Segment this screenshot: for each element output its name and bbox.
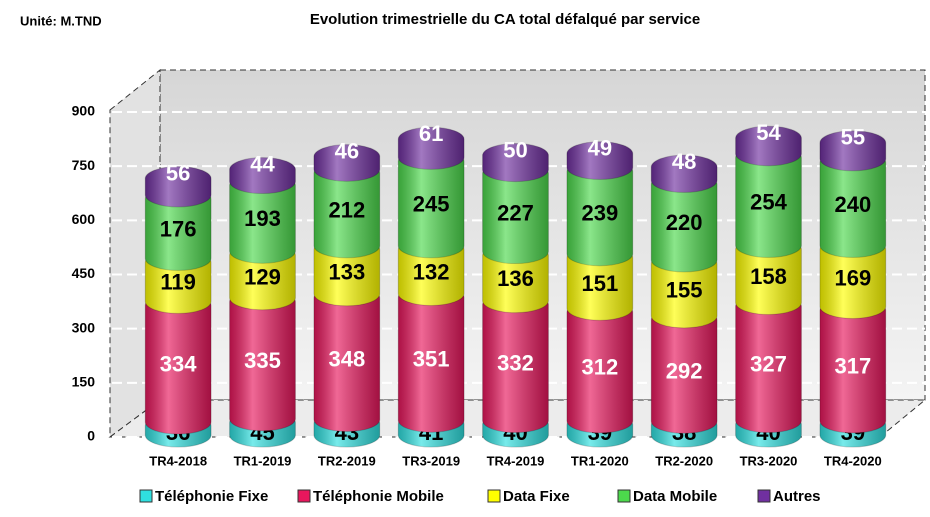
y-tick-label: 450 [72, 265, 96, 281]
bar-shine [735, 294, 802, 433]
data-label: 220 [666, 210, 703, 235]
x-tick-label: TR3-2019 [402, 453, 460, 468]
y-tick-label: 150 [72, 374, 96, 390]
bar-shine [566, 300, 633, 433]
data-label: 334 [160, 352, 197, 377]
legend-label: Téléphonie Mobile [313, 488, 444, 505]
x-tick-label: TR1-2020 [571, 453, 629, 468]
data-label: 327 [750, 351, 787, 376]
bar-shine [482, 292, 549, 433]
bar-shine [735, 237, 802, 315]
data-label: 46 [335, 138, 359, 163]
bar-shine [566, 141, 633, 180]
bar-shine [313, 285, 380, 432]
bar-shine [735, 145, 802, 258]
x-tick-label: TR1-2019 [234, 453, 292, 468]
y-tick-label: 750 [72, 157, 96, 173]
bar-shine [819, 130, 886, 171]
data-label: 133 [328, 260, 365, 285]
data-label: 312 [581, 354, 618, 379]
bar-shine [145, 186, 212, 271]
bar-shine [398, 285, 465, 433]
legend-label: Data Fixe [503, 488, 570, 505]
bar-shine [651, 307, 718, 434]
data-label: 55 [841, 125, 865, 150]
x-tick-label: TR4-2020 [824, 453, 882, 468]
data-label: 49 [588, 136, 612, 161]
legend-marker [139, 489, 153, 503]
data-label: 292 [666, 358, 703, 383]
x-tick-label: TR2-2019 [318, 453, 376, 468]
legend-marker [617, 489, 631, 503]
data-label: 335 [244, 348, 281, 373]
bar-shine [651, 155, 718, 193]
data-label: 48 [672, 149, 696, 174]
bar-shine [651, 251, 718, 328]
bar-shine [398, 127, 465, 170]
bar-shine [313, 161, 380, 258]
y-tick-label: 300 [72, 319, 96, 335]
chart-title: Evolution trimestrielle du CA total défa… [310, 11, 700, 28]
y-tick-label: 0 [87, 428, 95, 444]
data-label: 176 [160, 216, 197, 241]
bar-shine [819, 237, 886, 319]
legend-marker [757, 489, 771, 503]
data-label: 239 [581, 200, 618, 225]
bar-shine [819, 298, 886, 433]
data-label: 136 [497, 266, 534, 291]
data-label: 132 [413, 259, 450, 284]
data-label: 61 [419, 121, 443, 146]
data-label: 212 [328, 197, 365, 222]
legend-label: Data Mobile [633, 488, 717, 505]
data-label: 158 [750, 264, 787, 289]
bar-shine [819, 150, 886, 258]
bar-shine [145, 293, 212, 434]
bar-shine [229, 157, 296, 194]
x-tick-label: TR4-2019 [487, 453, 545, 468]
bar-shine [482, 143, 549, 182]
legend-label: Autres [773, 488, 821, 505]
bar-shine [651, 172, 718, 272]
x-tick-label: TR4-2018 [149, 453, 207, 468]
unit-label: Unité: M.TND [20, 13, 102, 28]
data-label: 155 [666, 278, 703, 303]
data-label: 254 [750, 189, 787, 214]
bar-shine [313, 144, 380, 182]
bar-shine [145, 166, 212, 207]
y-tick-label: 600 [72, 211, 96, 227]
data-label: 240 [834, 192, 871, 217]
data-label: 351 [413, 347, 450, 372]
bar-shine [566, 159, 633, 266]
y-tick-label: 900 [72, 103, 96, 119]
data-label: 119 [160, 270, 196, 295]
data-label: 50 [503, 137, 527, 162]
legend-marker [487, 489, 501, 503]
bar-shine [482, 161, 549, 264]
bar-shine [229, 289, 296, 431]
bar-shine [229, 173, 296, 264]
bar-shine [566, 245, 633, 321]
data-label: 227 [497, 200, 534, 225]
bar-shine [398, 149, 465, 258]
legend-label: Téléphonie Fixe [155, 488, 268, 505]
x-tick-label: TR3-2020 [740, 453, 798, 468]
data-label: 332 [497, 350, 534, 375]
data-label: 151 [581, 271, 618, 296]
legend-marker [297, 489, 311, 503]
data-label: 54 [756, 120, 781, 145]
data-label: 56 [166, 160, 190, 185]
data-label: 169 [834, 266, 871, 291]
data-label: 348 [328, 346, 365, 371]
bar-shine [735, 126, 802, 166]
x-tick-label: TR2-2020 [655, 453, 713, 468]
data-label: 317 [834, 353, 871, 378]
data-label: 129 [244, 264, 281, 289]
data-label: 245 [413, 191, 450, 216]
data-label: 44 [250, 151, 275, 176]
data-label: 193 [244, 206, 281, 231]
